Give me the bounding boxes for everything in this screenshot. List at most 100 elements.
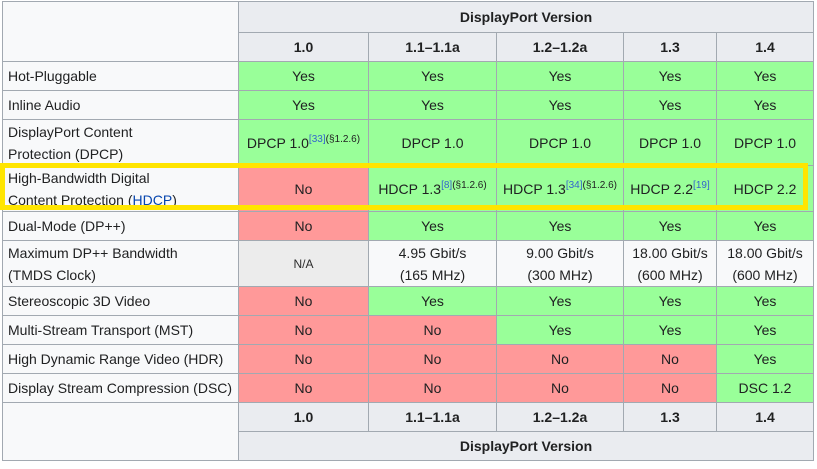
version-header-1-0: 1.0 xyxy=(238,32,369,62)
cell-status: No xyxy=(368,344,497,374)
cell-text: HDCP 2.2 xyxy=(630,180,694,197)
row-label-line: Maximum DP++ Bandwidth xyxy=(8,244,178,261)
cell-status: Yes xyxy=(623,211,717,241)
row-label-text: Content Protection ( xyxy=(8,191,133,208)
table-row-hdr: High Dynamic Range Video (HDR) No No No … xyxy=(2,344,814,374)
cell-status: DPCP 1.0 xyxy=(716,119,814,166)
row-label-line: (TMDS Clock) xyxy=(8,266,96,283)
corner-cell xyxy=(2,402,239,461)
cell-value: 18.00 Gbit/s (600 MHz) xyxy=(623,240,717,287)
cell-text: DPCP 1.0 xyxy=(246,134,309,151)
row-label-line: High-Bandwidth Digital xyxy=(8,169,150,186)
cell-status: No xyxy=(623,373,717,403)
section-note: (§1.2.6) xyxy=(452,179,487,191)
row-label: Maximum DP++ Bandwidth (TMDS Clock) xyxy=(2,240,239,287)
cell-text: 9.00 Gbit/s xyxy=(526,244,594,261)
reference-link[interactable]: [33] xyxy=(308,133,326,145)
cell-status: DPCP 1.0 xyxy=(623,119,717,166)
reference-link[interactable]: [19] xyxy=(693,179,710,191)
cell-status: HDCP 1.3[8](§1.2.6) xyxy=(368,165,497,212)
cell-text: 18.00 Gbit/s xyxy=(727,244,803,261)
cell-status: DPCP 1.0 xyxy=(496,119,624,166)
version-footer-1-1: 1.1–1.1a xyxy=(368,402,497,432)
table-row-max-bandwidth: Maximum DP++ Bandwidth (TMDS Clock) N/A … xyxy=(2,240,814,287)
cell-status: Yes xyxy=(238,61,369,91)
cell-status: Yes xyxy=(716,90,814,120)
cell-value: 9.00 Gbit/s (300 MHz) xyxy=(496,240,624,287)
table-row-dual-mode: Dual-Mode (DP++) No Yes Yes Yes Yes xyxy=(2,211,814,241)
displayport-comparison-table: DisplayPort Version 1.0 1.1–1.1a 1.2–1.2… xyxy=(2,1,814,461)
cell-status: No xyxy=(238,315,369,345)
corner-cell xyxy=(2,1,239,62)
cell-text: (600 MHz) xyxy=(637,266,703,283)
cell-text: HDCP 1.3 xyxy=(503,180,566,197)
cell-status: DSC 1.2 xyxy=(716,373,814,403)
cell-status: Yes xyxy=(368,211,497,241)
row-label: High Dynamic Range Video (HDR) xyxy=(2,344,239,374)
cell-status: N/A xyxy=(238,240,369,287)
version-header-1-1: 1.1–1.1a xyxy=(368,32,497,62)
version-footer-1-4: 1.4 xyxy=(716,402,814,432)
cell-status: No xyxy=(238,165,369,212)
row-label: Hot-Pluggable xyxy=(2,61,239,91)
cell-text: (600 MHz) xyxy=(732,266,798,283)
cell-status: Yes xyxy=(496,211,624,241)
version-footer-1-3: 1.3 xyxy=(623,402,717,432)
cell-value: 18.00 Gbit/s (600 MHz) xyxy=(716,240,814,287)
cell-value: 4.95 Gbit/s (165 MHz) xyxy=(368,240,497,287)
row-label: Dual-Mode (DP++) xyxy=(2,211,239,241)
table-row-mst: Multi-Stream Transport (MST) No No Yes Y… xyxy=(2,315,814,345)
row-label: Multi-Stream Transport (MST) xyxy=(2,315,239,345)
section-note: (§1.2.6) xyxy=(325,133,361,145)
cell-status: No xyxy=(368,373,497,403)
row-label: Inline Audio xyxy=(2,90,239,120)
cell-status: HDCP 1.3[34](§1.2.6) xyxy=(496,165,624,212)
cell-status: Yes xyxy=(496,61,624,91)
cell-status: No xyxy=(368,315,497,345)
table-row-dsc: Display Stream Compression (DSC) No No N… xyxy=(2,373,814,403)
row-label: Display Stream Compression (DSC) xyxy=(2,373,239,403)
cell-status: Yes xyxy=(623,90,717,120)
cell-status: Yes xyxy=(623,286,717,316)
row-label: DisplayPort Content Protection (DPCP) xyxy=(2,119,239,166)
version-header-1-4: 1.4 xyxy=(716,32,814,62)
row-label-line: Protection (DPCP) xyxy=(8,145,124,162)
cell-status: DPCP 1.0 xyxy=(368,119,497,166)
cell-status: Yes xyxy=(496,286,624,316)
table-row-stereoscopic-3d: Stereoscopic 3D Video No Yes Yes Yes Yes xyxy=(2,286,814,316)
version-header-1-3: 1.3 xyxy=(623,32,717,62)
version-footer-1-0: 1.0 xyxy=(238,402,369,432)
cell-status: Yes xyxy=(716,61,814,91)
cell-status: Yes xyxy=(496,315,624,345)
cell-status: No xyxy=(238,211,369,241)
cell-status: Yes xyxy=(716,286,814,316)
reference-link[interactable]: [8] xyxy=(441,179,453,191)
version-group-header: DisplayPort Version xyxy=(238,1,814,33)
cell-text: (300 MHz) xyxy=(527,266,593,283)
cell-status: No xyxy=(496,373,624,403)
table-row-inline-audio: Inline Audio Yes Yes Yes Yes Yes xyxy=(2,90,814,120)
cell-status: No xyxy=(238,286,369,316)
cell-status: Yes xyxy=(368,61,497,91)
version-group-footer: DisplayPort Version xyxy=(238,431,814,461)
cell-status: Yes xyxy=(716,344,814,374)
cell-status: No xyxy=(623,344,717,374)
table-row-hdcp: High-Bandwidth Digital Content Protectio… xyxy=(2,165,814,212)
version-footer-1-2: 1.2–1.2a xyxy=(496,402,624,432)
row-label-text: ) xyxy=(172,191,177,208)
cell-text: (165 MHz) xyxy=(399,266,466,283)
cell-status: Yes xyxy=(238,90,369,120)
hdcp-link[interactable]: HDCP xyxy=(132,191,173,208)
version-header-1-2: 1.2–1.2a xyxy=(496,32,624,62)
cell-status: Yes xyxy=(623,61,717,91)
section-note: (§1.2.6) xyxy=(582,179,617,191)
reference-link[interactable]: [34] xyxy=(565,179,583,191)
row-label-line: Content Protection (HDCP) xyxy=(8,189,238,211)
cell-text: 18.00 Gbit/s xyxy=(632,244,708,261)
cell-status: Yes xyxy=(716,211,814,241)
cell-status: Yes xyxy=(496,90,624,120)
table-row-hot-pluggable: Hot-Pluggable Yes Yes Yes Yes Yes xyxy=(2,61,814,91)
cell-status: No xyxy=(496,344,624,374)
cell-status: HDCP 2.2 xyxy=(716,165,814,212)
cell-status: No xyxy=(238,344,369,374)
